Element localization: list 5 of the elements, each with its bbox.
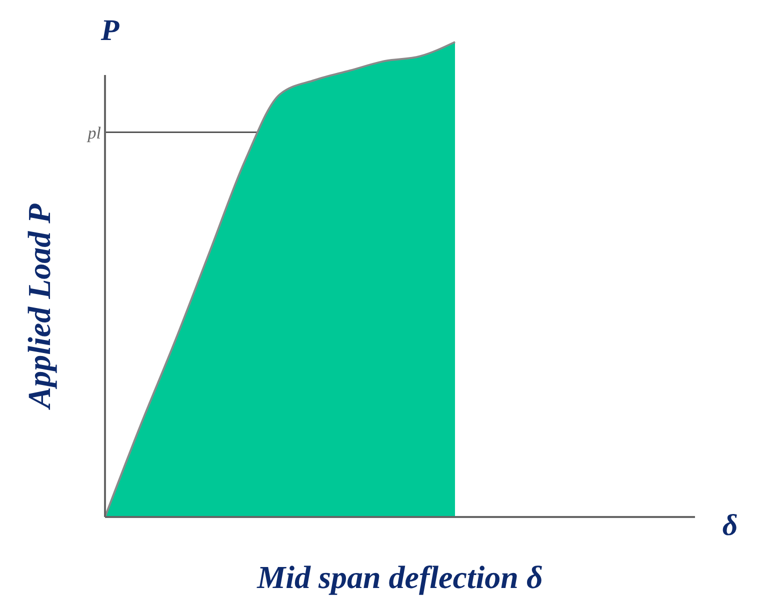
- x-axis-title: Mid span deflection δ: [256, 559, 543, 595]
- ref-line-label: pl: [86, 123, 102, 142]
- annotation: P: [100, 14, 120, 47]
- y-axis-title: Applied Load P: [21, 203, 57, 410]
- text: δ: [722, 509, 738, 542]
